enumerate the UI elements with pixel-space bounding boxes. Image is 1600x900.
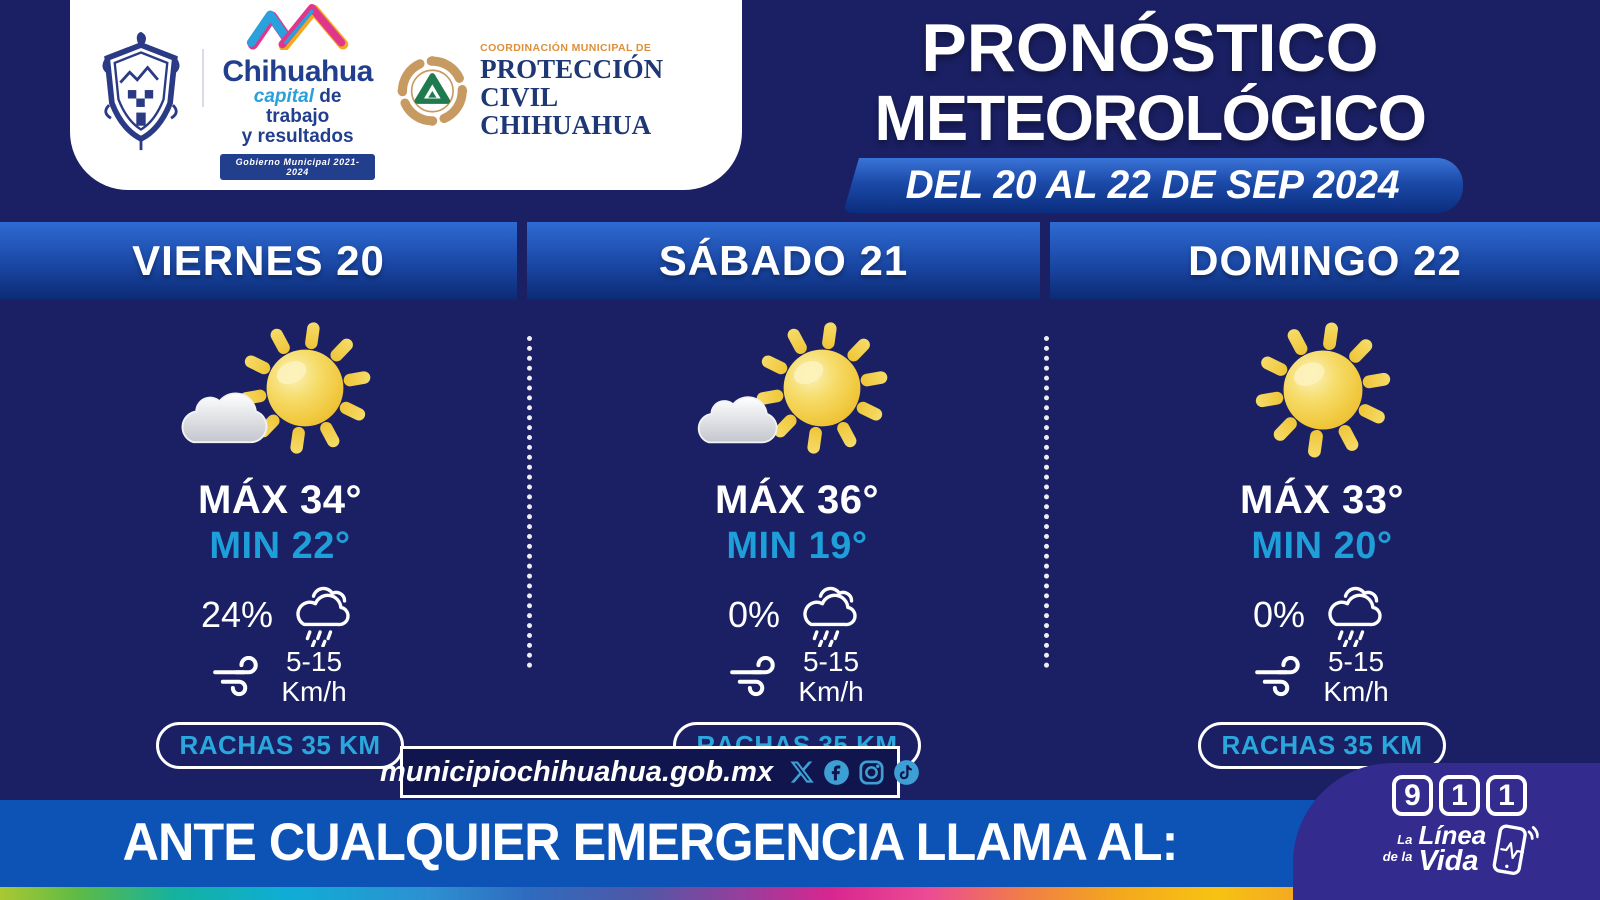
pc-overline: COORDINACIÓN MUNICIPAL DE — [480, 41, 652, 54]
wind-icon — [730, 656, 776, 697]
wind-row: 5-15 Km/h — [110, 645, 450, 707]
brand-tagline: capital de trabajo — [220, 87, 376, 127]
tagline-la: La — [1397, 832, 1413, 848]
wind-range: 5-15 — [285, 645, 343, 677]
sun-behind-cloud-icon — [165, 316, 395, 466]
rain-cloud-icon — [803, 586, 857, 647]
forecast-column-domingo: MÁX 33° MIN 20° 0% 5-15 Km/h RACHAS 35 K… — [1152, 316, 1492, 769]
x-twitter-icon[interactable] — [789, 759, 815, 785]
rain-probability: 0% — [1252, 594, 1306, 635]
wind-speed: 5-15 Km/h — [798, 645, 864, 707]
day-header-band: VIERNES 20 SÁBADO 21 DOMINGO 22 — [0, 222, 1600, 300]
date-range-text: DEL 20 AL 22 DE SEP 2024 — [906, 163, 1400, 207]
wind-unit: Km/h — [798, 676, 864, 707]
tagline-vida: Vida — [1418, 844, 1479, 877]
day-header-domingo: DOMINGO 22 — [1050, 222, 1600, 300]
digits-911: 9 1 1 — [1392, 775, 1527, 816]
sun-icon — [756, 322, 888, 454]
day-label: VIERNES 20 — [132, 237, 385, 284]
wind-unit: Km/h — [281, 676, 347, 707]
website-link[interactable]: municipiochihuahua.gob.mx — [379, 755, 774, 788]
sunny-icon — [1207, 316, 1437, 466]
wind-range: 5-15 — [802, 645, 860, 677]
proteccion-civil-text: COORDINACIÓN MUNICIPAL DE PROTECCIÓN CIV… — [480, 43, 724, 139]
max-temp: MÁX 33° — [1240, 478, 1404, 522]
rain-probability: 24% — [200, 594, 274, 635]
max-temp: MÁX 36° — [715, 478, 879, 522]
rain-row: 0% — [627, 584, 967, 647]
max-temp: MÁX 34° — [198, 478, 362, 522]
wind-row: 5-15 Km/h — [627, 645, 967, 707]
chihuahua-coat-of-arms-icon — [102, 31, 180, 151]
gusts-badge: RACHAS 35 KM — [1198, 722, 1446, 769]
digit-1a: 1 — [1439, 775, 1480, 816]
mountain-logo-icon — [246, 4, 348, 52]
social-icons — [789, 759, 920, 786]
column-divider — [1044, 336, 1049, 668]
pc-title-line2: CHIHUAHUA — [480, 109, 652, 140]
instagram-icon[interactable] — [858, 759, 885, 786]
linea-de-la-vida-tagline: La de la Línea Vida — [1382, 819, 1540, 877]
day-label: SÁBADO 21 — [658, 237, 909, 284]
min-temp: MIN 20° — [1251, 525, 1393, 567]
logo-divider — [202, 49, 204, 107]
brand-name: Chihuahua — [222, 55, 373, 89]
min-temp: MIN 19° — [726, 525, 868, 567]
tagline-linea: Línea — [1418, 819, 1487, 850]
brand-tagline-rest: de trabajo — [265, 86, 342, 128]
proteccion-civil-emblem-icon — [397, 56, 468, 126]
sun-behind-cloud-icon — [682, 316, 912, 466]
wind-row: 5-15 Km/h — [1152, 645, 1492, 707]
website-bar: municipiochihuahua.gob.mx — [380, 746, 919, 798]
digit-1b: 1 — [1486, 775, 1527, 816]
rain-cloud-icon — [1328, 586, 1382, 647]
day-label: DOMINGO 22 — [1188, 237, 1462, 284]
tagline-de-la: de la — [1382, 849, 1413, 864]
date-range-ribbon: DEL 20 AL 22 DE SEP 2024 — [843, 158, 1463, 213]
header-logo-box: Chihuahua capital de trabajo y resultado… — [70, 0, 742, 190]
rainbow-stripe — [0, 887, 1600, 900]
chihuahua-capital-logo: Chihuahua capital de trabajo y resultado… — [219, 4, 376, 180]
rain-row: 24% — [110, 584, 450, 647]
sun-icon — [1255, 322, 1391, 458]
day-header-viernes: VIERNES 20 — [0, 222, 517, 300]
cloud-icon — [181, 392, 268, 444]
brand-tagline-highlight: capital — [253, 86, 314, 108]
pc-title-line1: PROTECCIÓN CIVIL — [480, 54, 664, 112]
sun-icon — [239, 322, 371, 454]
day-header-sabado: SÁBADO 21 — [527, 222, 1040, 300]
tiktok-icon[interactable] — [893, 759, 920, 786]
column-divider — [527, 336, 532, 668]
government-badge: Gobierno Municipal 2021-2024 — [219, 153, 376, 180]
page-title: PRONÓSTICO METEOROLÓGICO — [840, 14, 1460, 150]
emergency-message: ANTE CUALQUIER EMERGENCIA LLAMA AL: — [122, 813, 1179, 872]
digit-9: 9 — [1392, 775, 1433, 816]
emergency-911-logo: 9 1 1 La de la Línea Vida — [1293, 763, 1600, 900]
rain-cloud-icon — [296, 586, 350, 647]
gusts-badge: RACHAS 35 KM — [156, 722, 404, 769]
rain-probability: 0% — [727, 594, 781, 635]
wind-speed: 5-15 Km/h — [1323, 645, 1389, 707]
wind-speed: 5-15 Km/h — [281, 645, 347, 707]
wind-unit: Km/h — [1323, 676, 1389, 707]
phone-icon — [1492, 824, 1540, 876]
facebook-icon[interactable] — [823, 759, 850, 786]
proteccion-civil-logo: COORDINACIÓN MUNICIPAL DE PROTECCIÓN CIV… — [395, 43, 724, 139]
brand-tagline-line2: y resultados — [241, 125, 354, 147]
forecast-column-sabado: MÁX 36° MIN 19° 0% 5-15 Km/h RACHAS 35 K… — [627, 316, 967, 769]
wind-range: 5-15 — [1327, 645, 1385, 677]
rain-row: 0% — [1152, 584, 1492, 647]
wind-icon — [1255, 656, 1301, 697]
min-temp: MIN 22° — [209, 525, 351, 567]
wind-icon — [213, 656, 259, 697]
forecast-column-viernes: MÁX 34° MIN 22° 24% 5-15 Km/h RACHAS 35 … — [110, 316, 450, 769]
page-title-line2: METEOROLÓGICO — [874, 82, 1427, 154]
page-title-line1: PRONÓSTICO — [921, 10, 1379, 86]
cloud-icon — [697, 396, 778, 444]
